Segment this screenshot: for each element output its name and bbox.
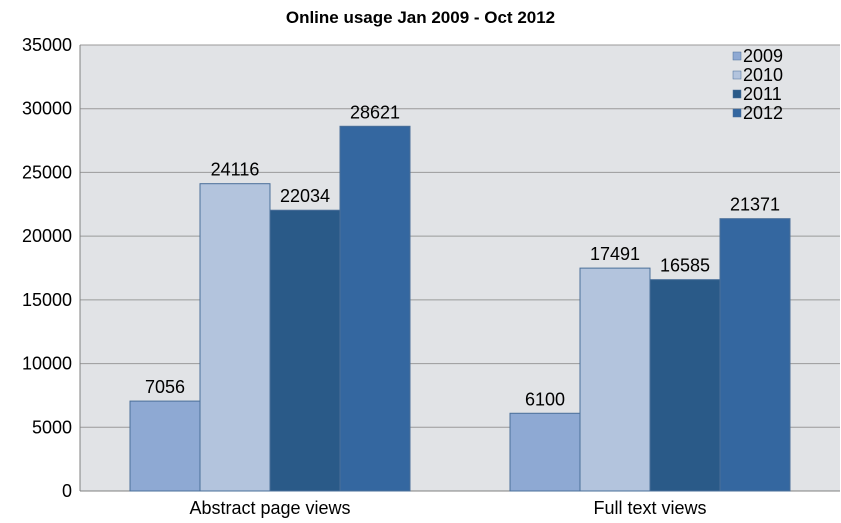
y-tick-label: 20000 bbox=[22, 226, 72, 246]
y-tick-label: 35000 bbox=[22, 35, 72, 55]
legend-label: 2011 bbox=[743, 84, 782, 104]
bar bbox=[269, 209, 341, 492]
y-tick-label: 10000 bbox=[22, 354, 72, 374]
bar bbox=[509, 412, 581, 492]
legend-swatch bbox=[732, 51, 742, 61]
legend-label: 2010 bbox=[743, 65, 783, 85]
chart-title: Online usage Jan 2009 - Oct 2012 bbox=[285, 8, 556, 27]
data-label: 24116 bbox=[211, 160, 260, 180]
data-label: 21371 bbox=[730, 195, 780, 215]
data-label: 22034 bbox=[280, 186, 330, 206]
data-label: 6100 bbox=[525, 389, 565, 409]
bar bbox=[649, 279, 721, 492]
data-label: 16585 bbox=[660, 256, 710, 276]
bar bbox=[719, 218, 791, 492]
y-tick-label: 30000 bbox=[22, 99, 72, 119]
bar bbox=[339, 125, 411, 492]
legend-swatch bbox=[732, 108, 742, 118]
legend-label: 2012 bbox=[743, 103, 783, 123]
x-tick-label: Full text views bbox=[593, 498, 706, 518]
x-tick-label: Abstract page views bbox=[189, 498, 350, 518]
legend-swatch bbox=[732, 89, 742, 99]
legend-label: 2009 bbox=[743, 46, 783, 66]
legend-swatch bbox=[732, 70, 742, 80]
data-label: 17491 bbox=[590, 244, 640, 264]
data-label: 7056 bbox=[145, 377, 185, 397]
y-tick-label: 0 bbox=[62, 481, 72, 501]
y-tick-label: 5000 bbox=[32, 417, 72, 437]
y-tick-label: 25000 bbox=[22, 162, 72, 182]
bar bbox=[129, 400, 201, 492]
bar bbox=[579, 267, 651, 492]
y-tick-label: 15000 bbox=[22, 290, 72, 310]
bar bbox=[199, 183, 271, 492]
data-label: 28621 bbox=[350, 102, 400, 122]
